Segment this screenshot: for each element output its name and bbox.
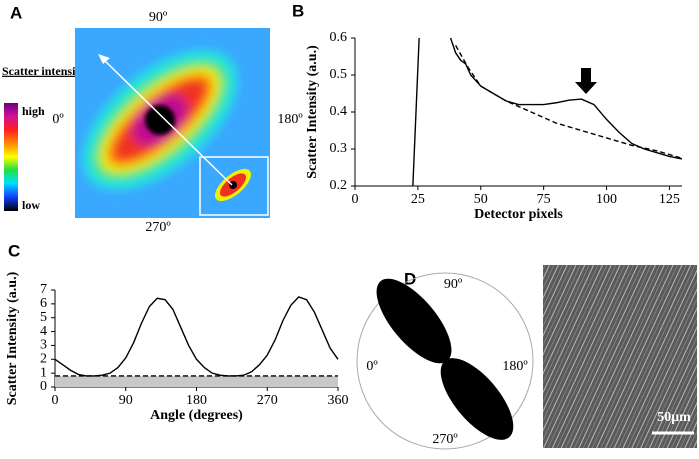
y-tick-label: 1 [40, 365, 47, 380]
colorbar [4, 103, 18, 211]
x-tick-label: 25 [411, 192, 425, 207]
y-tick-label: 0.2 [330, 178, 348, 193]
y-tick-label: 0 [40, 379, 47, 394]
polar-lobe [440, 358, 514, 440]
x-tick-label: 125 [659, 192, 680, 207]
angle-label: 270º [145, 220, 171, 235]
x-tick-label: 90 [119, 393, 133, 408]
y-tick-label: 6 [40, 296, 47, 311]
line [455, 45, 683, 159]
panel-label: B [292, 1, 304, 20]
colorbar-high: high [22, 104, 45, 118]
angle-label: 270º [432, 432, 458, 447]
polar-circle [356, 272, 534, 450]
line [54, 296, 339, 377]
x-tick-label: 50 [474, 192, 488, 207]
angle-label: 0º [52, 112, 64, 127]
y-tick-label: 0.6 [330, 30, 348, 45]
micrograph [543, 265, 697, 448]
angle-label: 0º [366, 359, 378, 374]
scatter-pattern [75, 28, 270, 218]
y-tick-label: 0.5 [330, 67, 348, 82]
y-axis-label: Scatter Intensity (a.u.) [5, 271, 20, 405]
x-tick-label: 180 [186, 393, 207, 408]
arrow [101, 57, 233, 186]
x-tick-label: 0 [52, 393, 59, 408]
line [412, 37, 683, 187]
x-tick-label: 0 [352, 192, 359, 207]
area [55, 375, 338, 387]
angle-label: 180º [502, 359, 528, 374]
y-tick-label: 3 [40, 338, 47, 353]
y-tick-label: 7 [40, 282, 47, 297]
x-tick-label: 270 [257, 393, 278, 408]
y-tick-label: 0.3 [330, 141, 348, 156]
angle-label: 90º [444, 277, 463, 292]
scale-bar-label: 50μm [657, 410, 691, 425]
panel-label: A [10, 3, 22, 22]
x-axis-label: Detector pixels [474, 207, 563, 222]
y-tick-label: 4 [40, 324, 47, 339]
y-axis-label: Scatter Intensity (a.u.) [305, 45, 320, 179]
angle-label: 180º [277, 112, 303, 127]
y-tick-label: 0.4 [330, 104, 348, 119]
y-tick-label: 2 [40, 352, 47, 367]
x-tick-label: 100 [596, 192, 617, 207]
panel-label: D [404, 269, 416, 288]
y-tick-label: 5 [40, 310, 47, 325]
polar-lobe [376, 278, 452, 364]
colorbar-title: Scatter intensity [2, 64, 85, 78]
colorbar-low: low [22, 198, 40, 212]
arrow-head [98, 54, 110, 64]
panel-label: C [8, 241, 20, 260]
x-tick-label: 75 [537, 192, 551, 207]
x-tick-label: 360 [328, 393, 349, 408]
peak-arrow [575, 68, 597, 94]
x-axis-label: Angle (degrees) [150, 408, 243, 423]
angle-label: 90º [149, 10, 168, 25]
